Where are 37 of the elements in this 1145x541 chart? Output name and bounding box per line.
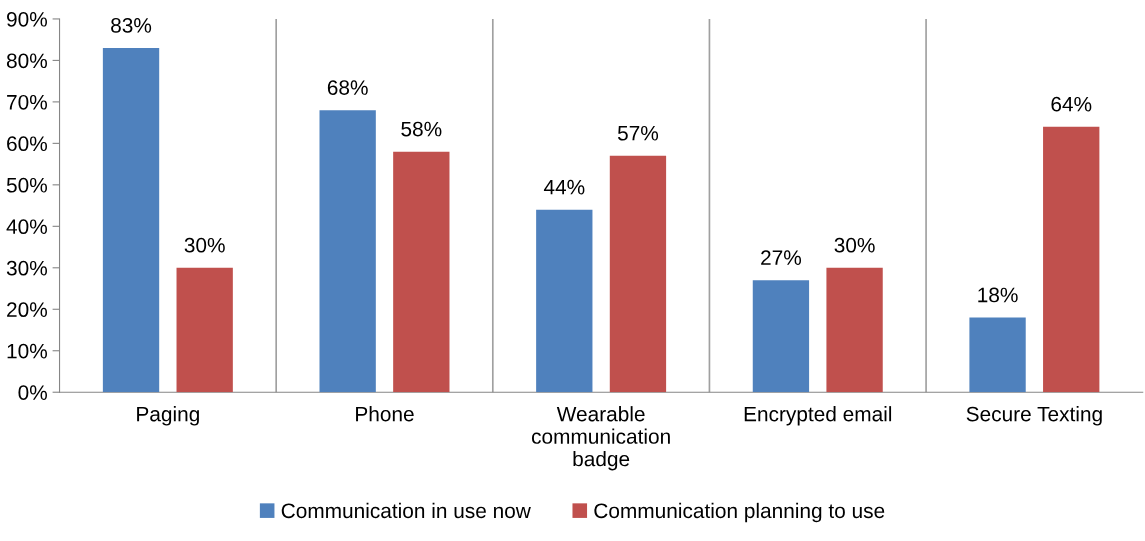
x-tick-label: Paging <box>137 406 199 426</box>
bar <box>319 110 376 393</box>
data-label: 30% <box>834 237 875 253</box>
data-label: 83% <box>111 17 152 33</box>
bar <box>102 47 160 393</box>
data-label: 64% <box>1051 96 1092 112</box>
x-tick-label: Phone <box>356 406 414 422</box>
y-tick-label: 40% <box>6 219 47 235</box>
x-tick-label: Secure Texting <box>966 406 1102 426</box>
y-tick-label: 60% <box>7 136 47 152</box>
data-label: 27% <box>761 250 802 265</box>
bar <box>393 151 450 393</box>
legend-label: Communication planning to use <box>594 502 885 523</box>
bar <box>536 209 593 393</box>
data-label: 18% <box>978 287 1018 303</box>
x-tick-label: Wearable communication badge <box>531 406 670 471</box>
data-label: 58% <box>401 121 442 137</box>
bar <box>176 267 233 393</box>
data-label: 57% <box>617 125 659 141</box>
y-tick-label: 80% <box>6 53 47 69</box>
bar <box>969 317 1026 393</box>
bar <box>826 267 883 393</box>
y-tick-label: 0% <box>18 385 47 400</box>
bar <box>1043 126 1100 393</box>
data-label: 30% <box>184 237 225 253</box>
x-tick-label: Encrypted email <box>744 406 892 426</box>
bar <box>752 280 810 393</box>
data-label: 68% <box>327 80 368 95</box>
y-tick-label: 20% <box>7 302 47 318</box>
bar <box>609 155 667 393</box>
y-tick-label: 10% <box>7 343 47 359</box>
y-tick-label: 30% <box>6 260 47 276</box>
y-tick-label: 90% <box>7 11 47 27</box>
y-tick-label: 70% <box>7 94 47 110</box>
data-label: 44% <box>543 179 585 195</box>
y-tick-label: 50% <box>6 177 47 193</box>
legend-label: Communication in use now <box>281 502 531 519</box>
